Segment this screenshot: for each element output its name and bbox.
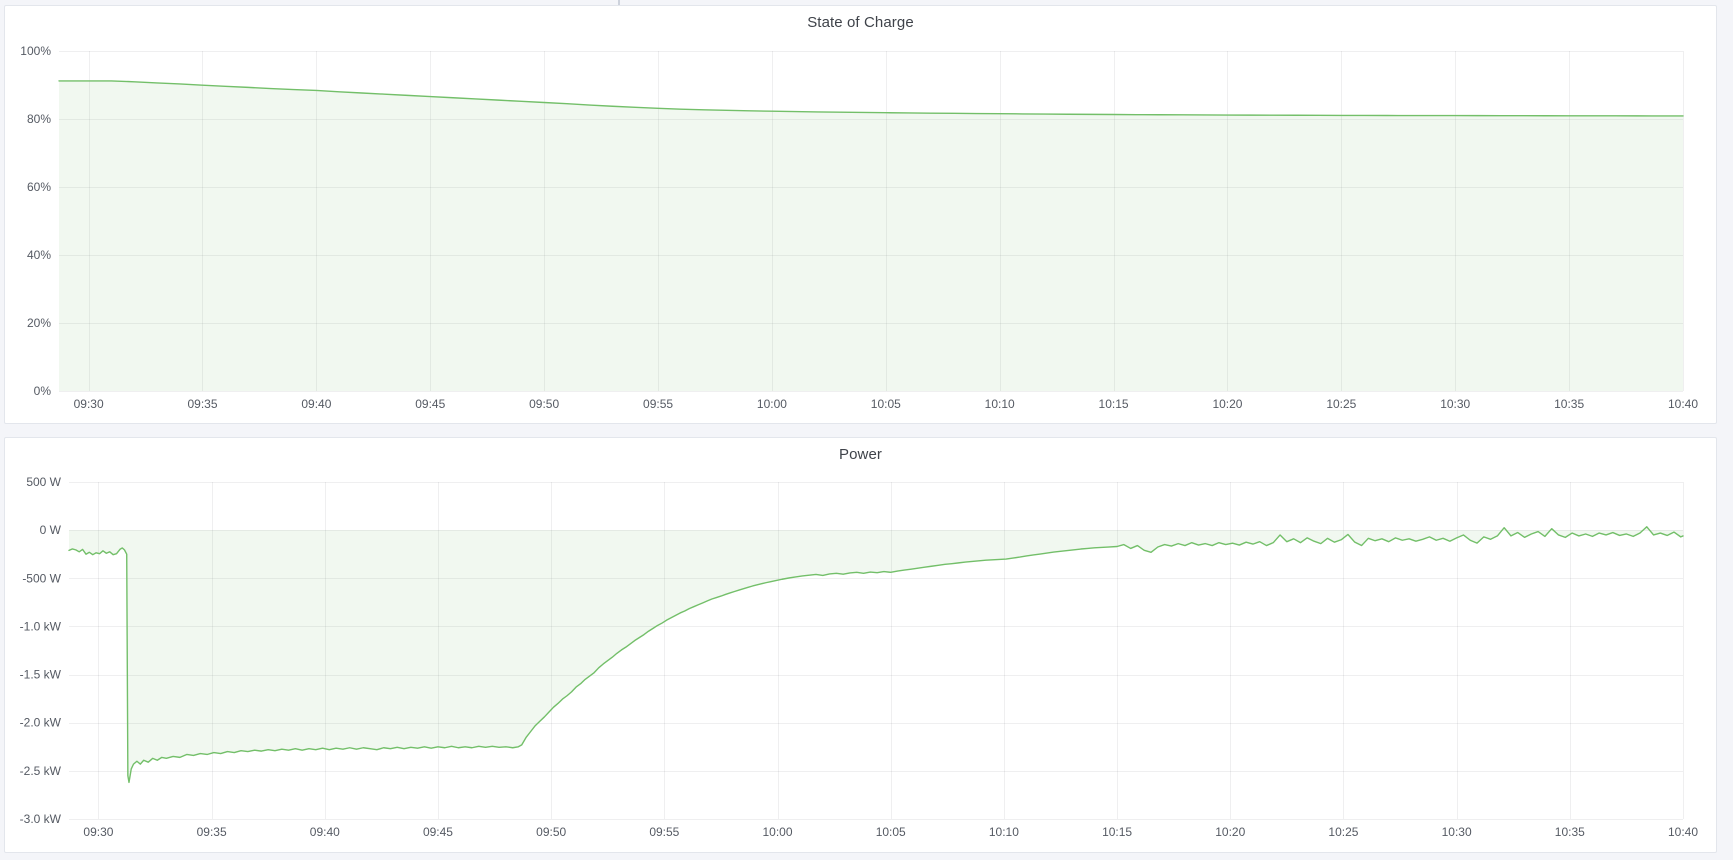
x-tick-label: 10:20 (1215, 825, 1245, 839)
x-tick-label: 10:00 (763, 825, 793, 839)
y-tick-label: 80% (27, 112, 51, 126)
y-tick-label: 20% (27, 316, 51, 330)
dashboard: State of Charge 100% 80% 60% 40% 20% 0% 09:30 0… (4, 5, 1717, 853)
y-tick-label: -1.0 kW (20, 619, 62, 633)
x-tick-label: 10:20 (1212, 397, 1242, 411)
x-tick-label: 09:55 (643, 397, 673, 411)
top-edge-panel-divider (618, 0, 620, 5)
panel-state-of-charge: State of Charge 100% 80% 60% 40% 20% 0% 09:30 0… (4, 5, 1717, 424)
x-tick-label: 10:25 (1326, 397, 1356, 411)
y-tick-label: -2.5 kW (20, 764, 62, 778)
x-tick-label: 10:05 (876, 825, 906, 839)
x-tick-label: 09:30 (74, 397, 104, 411)
state-of-charge-area (59, 80, 1683, 392)
x-tick-label: 10:40 (1668, 397, 1698, 411)
y-tick-label: 0 W (40, 523, 62, 537)
y-tick-label: 0% (34, 384, 52, 398)
y-tick-label: 500 W (26, 475, 61, 489)
x-tick-label: 09:40 (301, 397, 331, 411)
x-tick-label: 09:50 (536, 825, 566, 839)
y-tick-label: -1.5 kW (20, 668, 62, 682)
y-tick-label: 100% (20, 44, 51, 58)
y-tick-label: -3.0 kW (20, 812, 62, 826)
power-chart[interactable]: 500 W 0 W -500 W -1.0 kW -1.5 kW -2.0 kW -2.5 … (5, 438, 1716, 852)
x-tick-label: 09:50 (529, 397, 559, 411)
x-tick-label: 10:40 (1668, 825, 1698, 839)
x-tick-label: 10:10 (985, 397, 1015, 411)
panel-title-state-of-charge[interactable]: State of Charge (807, 14, 914, 31)
y-tick-label: -500 W (22, 571, 61, 585)
y-tick-label: 60% (27, 180, 51, 194)
x-tick-label: 10:05 (871, 397, 901, 411)
state-of-charge-line (58, 80, 1684, 117)
x-tick-label: 09:35 (197, 825, 227, 839)
x-tick-label: 10:25 (1328, 825, 1358, 839)
x-tick-label: 09:55 (649, 825, 679, 839)
x-tick-label: 09:45 (415, 397, 445, 411)
panel-power: Power 500 W 0 W -500 W -1.0 kW -1.5 kW -2.0 k… (4, 437, 1717, 853)
panel-title-power[interactable]: Power (838, 446, 883, 463)
power-line (68, 526, 1684, 784)
y-tick-label: 40% (27, 248, 51, 262)
x-tick-label: 10:30 (1440, 397, 1470, 411)
x-tick-label: 09:45 (423, 825, 453, 839)
x-tick-label: 09:30 (83, 825, 113, 839)
x-tick-label: 10:15 (1099, 397, 1129, 411)
x-tick-label: 10:35 (1555, 825, 1585, 839)
x-tick-label: 10:15 (1102, 825, 1132, 839)
x-tick-label: 10:30 (1442, 825, 1472, 839)
state-of-charge-chart[interactable]: 100% 80% 60% 40% 20% 0% 09:30 09:35 09:40 09:45 09… (5, 6, 1716, 423)
y-tick-label: -2.0 kW (20, 716, 62, 730)
x-tick-label: 09:40 (310, 825, 340, 839)
x-tick-label: 09:35 (187, 397, 217, 411)
power-area (69, 526, 1683, 783)
x-tick-label: 10:35 (1554, 397, 1584, 411)
x-tick-label: 10:10 (989, 825, 1019, 839)
x-tick-label: 10:00 (757, 397, 787, 411)
